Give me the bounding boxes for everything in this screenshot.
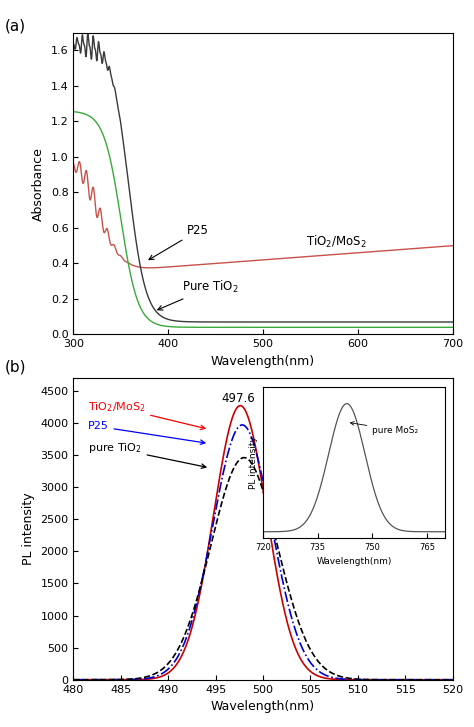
Text: (b): (b) xyxy=(5,360,26,375)
Y-axis label: Absorbance: Absorbance xyxy=(32,147,46,220)
Text: 497.6: 497.6 xyxy=(221,392,255,405)
Text: pure TiO$_2$: pure TiO$_2$ xyxy=(88,441,206,468)
X-axis label: Wavelength(nm): Wavelength(nm) xyxy=(211,700,315,713)
Text: Pure TiO$_2$: Pure TiO$_2$ xyxy=(158,279,239,310)
Text: P25: P25 xyxy=(149,224,209,260)
Text: P25: P25 xyxy=(88,422,205,444)
X-axis label: Wavelength(nm): Wavelength(nm) xyxy=(211,355,315,368)
Y-axis label: PL intensity: PL intensity xyxy=(22,493,35,565)
Text: (a): (a) xyxy=(5,18,26,33)
Text: TiO$_2$/MoS$_2$: TiO$_2$/MoS$_2$ xyxy=(306,233,366,250)
Text: TiO$_2$/MoS$_2$: TiO$_2$/MoS$_2$ xyxy=(88,400,205,430)
